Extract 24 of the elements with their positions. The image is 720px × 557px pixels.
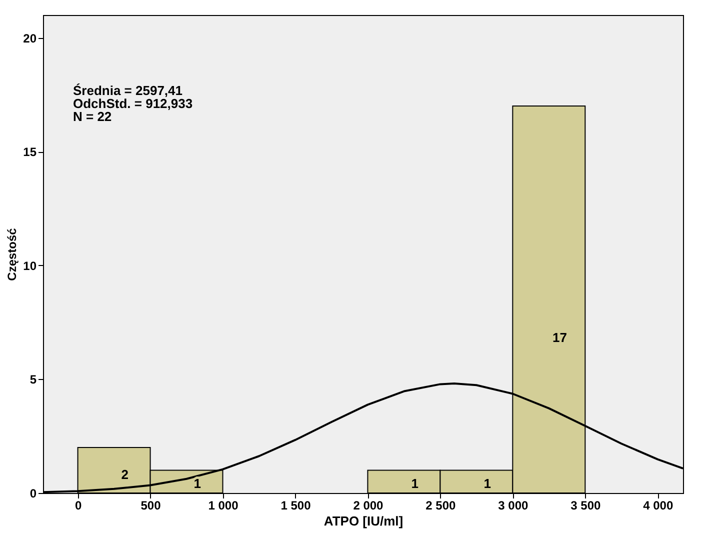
x-tick-label: 1 000 [208, 498, 239, 512]
data-label: 1 [194, 476, 201, 491]
x-tick-label: 3 000 [498, 498, 529, 512]
data-label: 1 [484, 476, 491, 491]
data-label: 1 [411, 476, 418, 491]
x-axis-title: ATPO [IU/ml] [324, 514, 404, 528]
annotation: N = 22 [73, 109, 112, 124]
x-tick-label: 2 000 [353, 498, 384, 512]
y-axis-title: Częstość [5, 228, 20, 281]
data-label: 2 [121, 466, 129, 482]
x-tick-label: 1 500 [280, 498, 312, 512]
annotation: OdchStd. = 912,933 [73, 96, 193, 111]
annotation: Średnia = 2597,41 [73, 83, 182, 98]
y-tick-label: 15 [23, 145, 37, 160]
data-label: 17 [552, 330, 568, 346]
y-tick-label: 20 [23, 31, 37, 46]
x-tick-label: 2 500 [426, 498, 456, 512]
x-tick-label: 3 500 [570, 498, 601, 512]
x-tick-label: 500 [140, 498, 162, 512]
x-tick-label: 4 000 [643, 498, 674, 512]
y-tick-label: 0 [30, 486, 37, 500]
y-tick-label: 10 [23, 258, 37, 273]
y-tick-label: 5 [30, 372, 37, 387]
x-tick-label: 0 [74, 498, 82, 512]
